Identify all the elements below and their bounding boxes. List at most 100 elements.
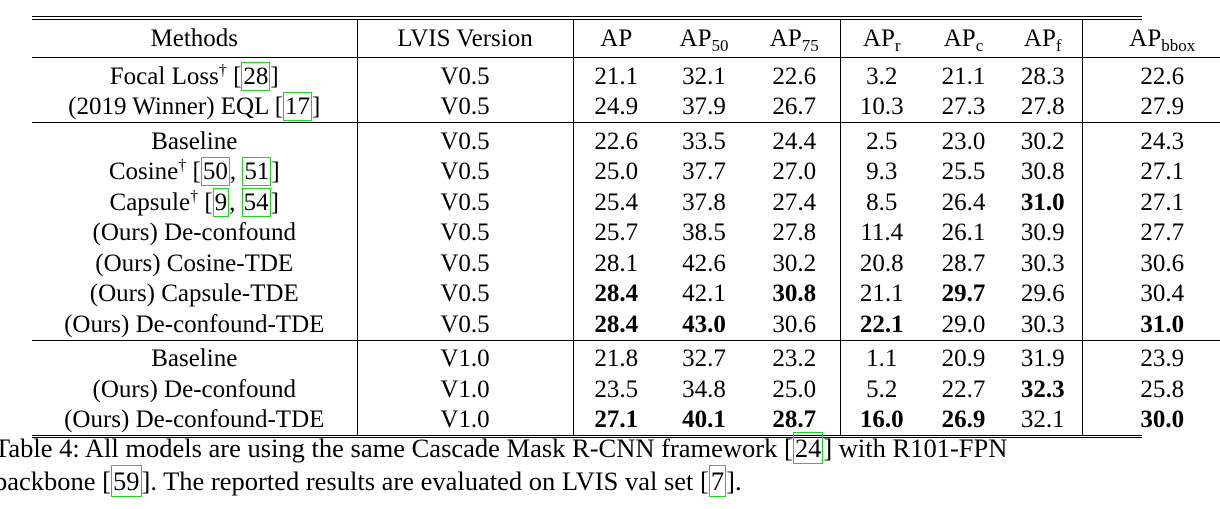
metric-cell: 28.1: [573, 248, 659, 279]
metric-cell: 32.1: [1004, 404, 1083, 435]
metric-cell: 26.4: [923, 187, 1004, 218]
column-header: APr: [840, 20, 923, 58]
caption-text: backbone: [0, 466, 103, 496]
metric-value: 21.1: [594, 62, 639, 90]
metric-value: 30.2: [1020, 127, 1065, 155]
metric-cell: 25.8: [1082, 374, 1220, 405]
metric-cell: 38.5: [659, 218, 749, 249]
column-header: APf: [1004, 20, 1083, 58]
metric-value: 26.7: [772, 93, 817, 120]
metric-cell: 31.0: [1004, 187, 1083, 218]
metric-value: 27.8: [772, 219, 817, 246]
metric-value: 37.7: [682, 158, 726, 185]
metric-value: 29.0: [941, 310, 986, 338]
table-row: Baseline V0.5 22.6 33.5 24.4 2.5 23.0 30.2 24.3: [32, 122, 1220, 157]
method-cell: Cosine† [50, 51]: [32, 156, 358, 187]
metric-cell: 27.8: [1004, 91, 1083, 123]
lvis-version-cell: V0.5: [357, 156, 574, 187]
metric-value: 22.1: [859, 310, 904, 338]
metric-cell: 27.0: [749, 156, 841, 187]
lvis-version-cell: V0.5: [357, 91, 574, 123]
metric-value: 27.0: [772, 158, 817, 185]
metric-cell: 30.2: [749, 248, 841, 279]
metric-cell: 24.4: [749, 122, 841, 157]
metric-cell: 22.6: [573, 122, 659, 157]
metric-cell: 22.6: [1082, 57, 1220, 92]
metric-value: 30.6: [1140, 249, 1185, 277]
metric-value: 32.1: [1020, 406, 1065, 433]
table-row-group: Baseline V1.0 21.8 32.7 23.2 1.1 20.9 31.9 23.9(…: [32, 339, 1220, 436]
metric-value: 21.1: [859, 280, 904, 307]
metric-cell: 27.8: [749, 217, 841, 248]
citation-link[interactable]: 28: [241, 61, 271, 91]
metric-value: 30.2: [772, 249, 817, 277]
citation-link[interactable]: 51: [242, 157, 272, 186]
metric-value: 34.8: [682, 375, 726, 403]
metric-cell: 2.5: [840, 122, 923, 157]
metric-value: 11.4: [860, 219, 904, 246]
metric-cell: 8.5: [840, 187, 923, 218]
metric-value: 20.9: [941, 345, 986, 372]
caption-text: with R101-FPN: [832, 433, 1008, 463]
table-row: Baseline V1.0 21.8 32.7 23.2 1.1 20.9 31.9 23.9: [32, 339, 1220, 374]
citation-link[interactable]: 59: [111, 465, 142, 497]
metric-cell: 22.7: [923, 374, 1004, 405]
metric-value: 20.8: [859, 249, 904, 277]
metric-value: 25.5: [941, 158, 986, 185]
metric-cell: 32.3: [1004, 374, 1083, 405]
column-header-label: AP: [1023, 24, 1056, 52]
metric-value: 32.3: [1020, 375, 1065, 403]
caption-text: .: [734, 466, 742, 496]
metric-cell: 11.4: [840, 218, 923, 249]
method-cell: (Ours) Cosine-TDE: [32, 248, 358, 279]
metric-value: 27.4: [772, 188, 817, 216]
citation-link[interactable]: 54: [241, 187, 271, 217]
metric-value: 38.5: [682, 219, 726, 246]
metric-value: 25.0: [772, 375, 817, 403]
citation-link[interactable]: 7: [708, 465, 727, 497]
metric-cell: 29.0: [923, 309, 1004, 340]
metric-cell: 21.1: [923, 57, 1004, 92]
citation-link[interactable]: 50: [200, 157, 230, 186]
metric-value: 28.4: [594, 310, 639, 338]
dagger-mark: †: [218, 61, 227, 79]
metric-value: 29.6: [1020, 280, 1065, 307]
lvis-version-cell: V0.5: [357, 278, 574, 309]
method-cell: Capsule† [9, 54]: [32, 187, 358, 218]
citation-link[interactable]: 17: [283, 92, 313, 121]
column-header: AP75: [749, 20, 841, 58]
column-header: AP: [573, 20, 659, 58]
metric-value: 32.1: [682, 62, 726, 90]
metric-value: 24.3: [1140, 127, 1185, 155]
column-header-label: AP: [862, 24, 895, 52]
dagger-mark: †: [190, 187, 199, 205]
metric-cell: 27.1: [573, 405, 659, 436]
metric-value: 22.6: [1140, 62, 1185, 90]
metric-value: 1.1: [866, 345, 898, 372]
citation-link[interactable]: 9: [212, 187, 230, 217]
metric-value: 21.8: [594, 345, 639, 372]
metric-cell: 25.4: [573, 187, 659, 218]
metric-cell: 25.0: [573, 157, 659, 188]
column-header-subscript: 75: [801, 35, 819, 55]
metric-cell: 26.9: [923, 405, 1004, 436]
column-header-label: AP: [943, 24, 976, 52]
metric-value: 31.0: [1020, 188, 1065, 216]
metric-value: 29.7: [941, 280, 986, 307]
citation-link[interactable]: 24: [792, 432, 824, 464]
table-row: (Ours) Cosine-TDE V0.5 28.1 42.6 30.2 20.8 28.…: [32, 248, 1220, 279]
lvis-version-cell: V1.0: [357, 339, 574, 374]
metric-value: 25.8: [1140, 375, 1185, 403]
metric-value: 27.1: [1140, 158, 1185, 185]
metric-value: 28.4: [594, 280, 639, 307]
method-name: (Ours) De-confound: [92, 219, 296, 246]
lvis-version-cell: V0.5: [357, 187, 574, 218]
metric-value: 30.0: [1140, 406, 1185, 433]
lvis-version-cell: V0.5: [357, 217, 574, 248]
metric-value: 31.0: [1140, 310, 1185, 338]
metric-cell: 43.0: [659, 309, 749, 340]
metric-value: 28.3: [1020, 62, 1065, 90]
metric-cell: 25.0: [749, 374, 841, 405]
column-header-subscript: 50: [711, 35, 729, 55]
metric-value: 37.8: [682, 188, 726, 216]
